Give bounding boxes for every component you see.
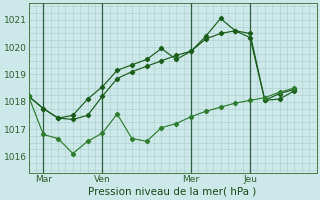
X-axis label: Pression niveau de la mer( hPa ): Pression niveau de la mer( hPa ) — [88, 187, 257, 197]
